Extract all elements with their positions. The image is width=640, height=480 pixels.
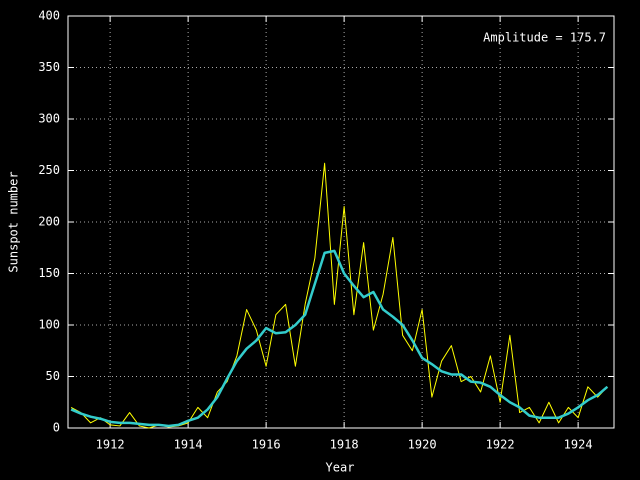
x-tick-label: 1922 [486,438,515,452]
y-tick-label: 0 [53,421,60,435]
y-axis-label: Sunspot number [7,171,21,272]
x-tick-label: 1914 [174,438,203,452]
plot-border [67,15,615,429]
y-tick-label: 50 [46,369,60,383]
y-tick-label: 100 [38,318,60,332]
y-tick-label: 350 [38,60,60,74]
y-tick-label: 200 [38,215,60,229]
data-line [70,249,609,428]
x-tick-label: 1912 [96,438,125,452]
x-tick-label: 1924 [564,438,593,452]
x-tick-label: 1918 [330,438,359,452]
y-tick-label: 300 [38,112,60,126]
y-tick-label: 150 [38,266,60,280]
data-line [70,162,608,429]
annotation: Amplitude = 175.7 [483,31,606,45]
y-tick-label: 250 [38,163,60,177]
x-tick-label: 1920 [408,438,437,452]
x-tick-label: 1916 [252,438,281,452]
y-tick-label: 400 [38,9,60,23]
x-axis-label: Year [326,461,355,475]
